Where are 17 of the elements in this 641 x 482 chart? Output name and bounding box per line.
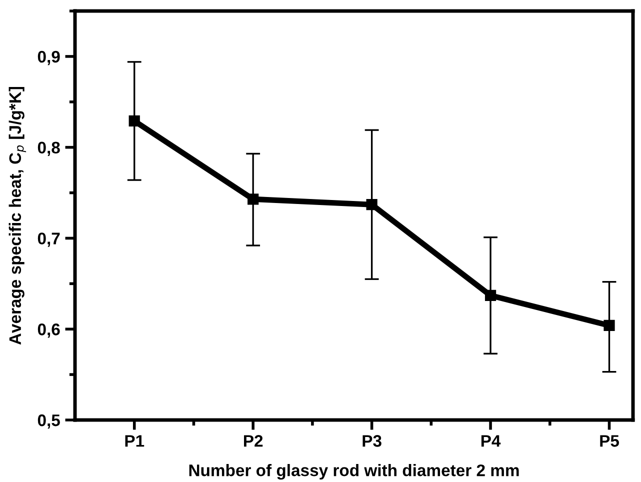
x-axis-title: Number of glassy rod with diameter 2 mm [189,464,519,480]
x-tick-label: P5 [600,435,619,447]
y-axis-title: Average specific heat, C$_{p}$ [J/g*K] [8,86,26,345]
x-tick-label: P4 [481,435,501,447]
point [484,290,496,302]
y-tick-label: 0,9 [38,50,60,66]
x-tick-label: P2 [244,435,263,447]
x-tick-label: P1 [125,435,144,447]
y-tick-label: 0,8 [38,142,60,156]
point [366,199,378,210]
point [128,115,140,127]
point [604,320,615,332]
point [248,194,259,205]
y-tick-label: 0,6 [38,324,60,338]
x-tick-label: P3 [362,435,382,447]
y-tick-label: 0,5 [38,414,60,429]
y-tick-label: 0,7 [38,232,60,247]
